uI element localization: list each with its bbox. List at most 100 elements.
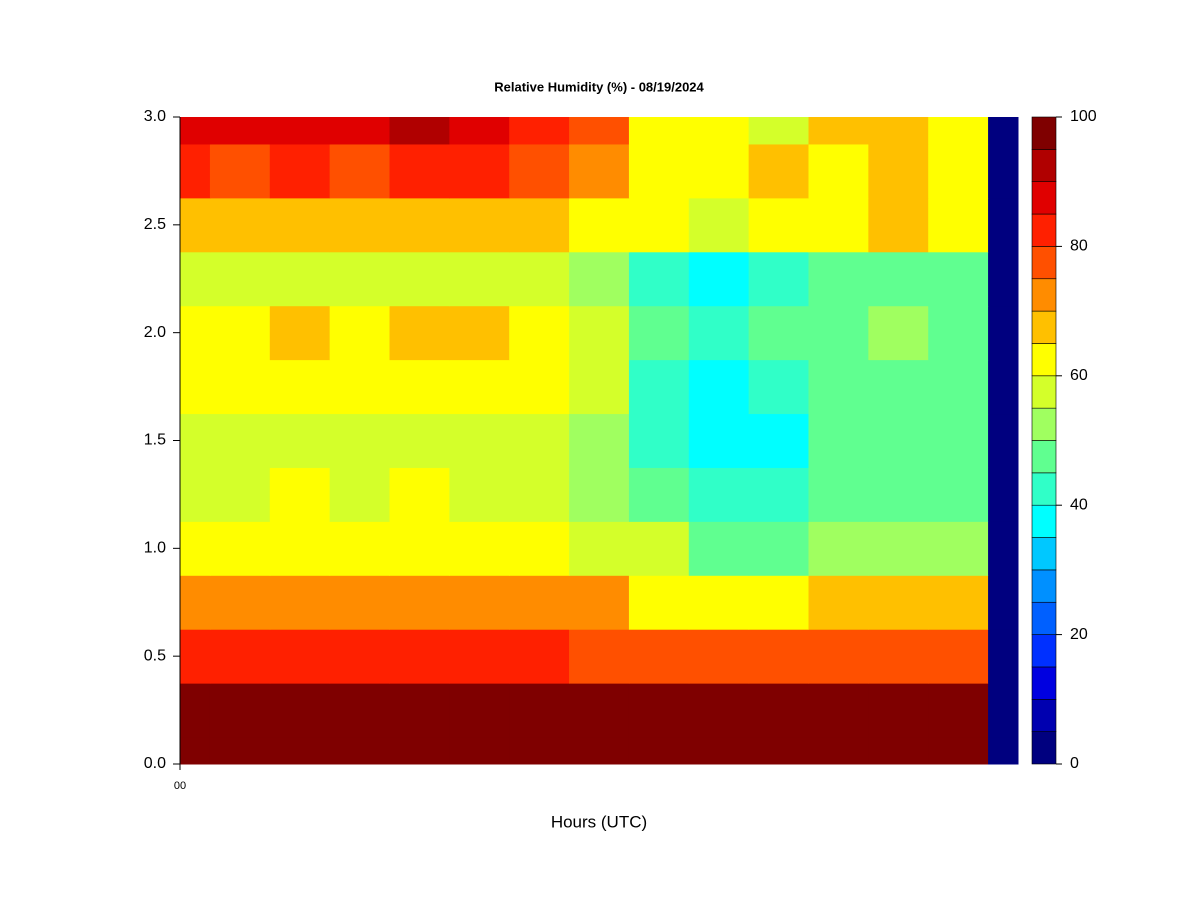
contour-cell [269,575,331,630]
contour-cell [209,197,271,253]
contour-cell [808,305,869,361]
contour-cell [688,467,750,522]
contour-cell [988,467,1019,522]
colorbar-swatch [1031,537,1057,571]
contour-cell [269,359,331,415]
contour-cell [389,143,450,199]
contour-cell [688,251,750,307]
contour-cell [928,359,989,415]
contour-cell [449,683,510,738]
contour-cell [628,359,690,415]
contour-cell [628,413,690,468]
contour-cell [928,467,989,522]
contour-cell [329,143,390,199]
contour-cell [449,629,510,684]
contour-cell [180,575,211,630]
contour-cell [688,305,750,361]
contour-cell [628,575,690,630]
contour-cell [808,521,869,576]
contour-cell [389,117,450,145]
colorbar-tick-label: 40 [1070,496,1088,513]
contour-cell [209,117,271,145]
contour-cell [389,197,450,253]
contour-cell [868,629,929,684]
contour-cell [988,521,1019,576]
contour-cell [269,683,331,738]
contour-cell [449,575,510,630]
contour-cell [389,521,450,576]
contour-cell [748,251,809,307]
chart-title: Relative Humidity (%) - 08/19/2024 [494,79,704,94]
contour-cell [688,737,750,765]
contour-cell [329,575,390,630]
contour-cell [180,629,211,684]
contour-cell [688,629,750,684]
contour-cell [209,575,271,630]
contour-cell [389,251,450,307]
contour-cell [808,467,869,522]
colorbar-swatch [1031,698,1057,732]
contour-cell [180,143,211,199]
contour-cell [748,143,809,199]
contour-cell [509,305,570,361]
contour-cell [928,143,989,199]
contour-cell [389,629,450,684]
contour-cell [928,737,989,765]
contour-cell [180,305,211,361]
colorbar-swatch [1031,407,1057,441]
contour-cell [269,737,331,765]
contour-cell [180,413,211,468]
contour-cell [628,629,690,684]
contour-cell [569,521,630,576]
contour-cell [628,467,690,522]
contour-cell [808,143,869,199]
contour-cell [569,143,630,199]
colorbar-swatch [1031,246,1057,280]
colorbar-swatch [1031,375,1057,409]
contour-cell [688,117,750,145]
contour-cell [449,467,510,522]
contour-cell [180,521,211,576]
contour-cell [269,413,331,468]
contour-cell [688,143,750,199]
contour-cell [748,359,809,415]
contour-cell [988,413,1019,468]
contour-cell [180,683,211,738]
contour-cell [748,737,809,765]
contour-cell [748,467,809,522]
contour-cell [988,117,1019,145]
contour-cell [868,683,929,738]
y-tick-label: 1.5 [144,432,166,449]
contour-cell [928,197,989,253]
contour-cell [988,683,1019,738]
contour-cell [808,575,869,630]
contour-cell [748,629,809,684]
contour-cell [389,305,450,361]
contour-cell [209,413,271,468]
contour-cell [569,359,630,415]
contour-cell [868,117,929,145]
contour-cell [988,629,1019,684]
colorbar-swatch [1031,569,1057,603]
contour-cell [569,575,630,630]
contour-cell [748,117,809,145]
contour-cell [868,143,929,199]
contour-cell [509,117,570,145]
contour-cell [209,737,271,765]
contour-cell [269,305,331,361]
contour-cell [389,683,450,738]
contour-cell [509,467,570,522]
contour-cell [688,197,750,253]
contour-cell [868,305,929,361]
contour-cell [180,359,211,415]
contour-cell [988,359,1019,415]
contour-cell [808,413,869,468]
contour-cell [868,467,929,522]
colorbar-swatch [1031,504,1057,538]
colorbar-swatch [1031,278,1057,312]
contour-cell [329,467,390,522]
colorbar-swatch [1031,731,1057,765]
contour-cell [509,413,570,468]
contour-cell [628,143,690,199]
